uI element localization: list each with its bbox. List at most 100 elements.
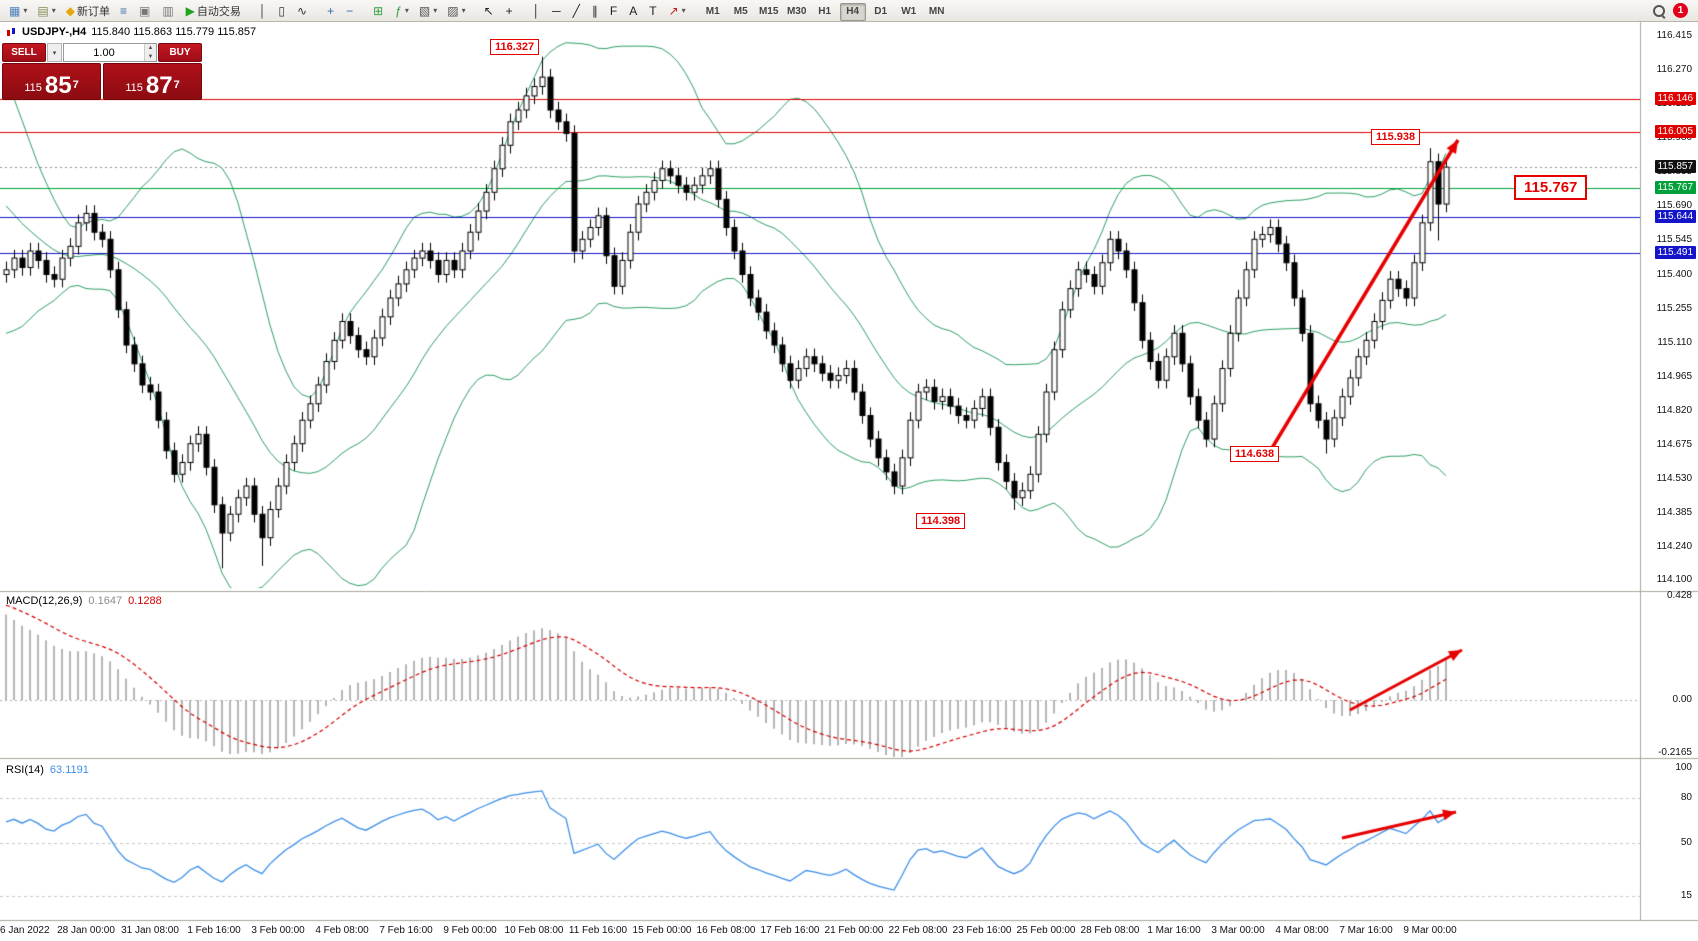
- buy-price-display[interactable]: 115 87 7: [103, 63, 202, 100]
- rsi-axis-label: 15: [1680, 890, 1692, 901]
- label-icon[interactable]: T: [645, 1, 662, 21]
- sell-button[interactable]: SELL: [2, 43, 46, 62]
- timeframe-buttons: M1 M5 M15 M30 H1 H4 D1 W1 MN: [699, 1, 951, 21]
- autotrading-button[interactable]: ▶ 自动交易: [182, 1, 245, 21]
- timeframe-button-h1[interactable]: H1: [818, 5, 832, 17]
- crosshair-icon[interactable]: +: [502, 1, 519, 21]
- navigator-icon: ▥: [162, 3, 174, 18]
- price-callout-label[interactable]: 115.767: [1514, 175, 1588, 200]
- price-callout-label[interactable]: 114.638: [1230, 446, 1280, 462]
- fibonacci-icon[interactable]: F: [606, 1, 623, 21]
- autotrading-button-label: 自动交易: [196, 5, 241, 18]
- navigator-icon[interactable]: ▥: [158, 1, 179, 21]
- sell-price-display[interactable]: 115 85 7: [2, 63, 101, 100]
- spread-dropdown-icon[interactable]: ▾: [47, 43, 62, 62]
- toolbar-buttons: ▦ ▾ ▤ ▾ ◆ 新订单 ≡ ▣ ▥ ▶ 自动交易 │ ▯ ∿ + − ⊞ ƒ ▾ ▧ ▾ ▨ ▾ ↖ + │ ─ ╱ ∥ F A T ↗ ▾: [4, 1, 699, 21]
- volume-input[interactable]: [64, 44, 144, 61]
- new-chart-icon: ▦: [9, 3, 21, 18]
- templates-icon[interactable]: ▨ ▾: [443, 1, 469, 21]
- timeframe-button-m1[interactable]: M1: [705, 5, 720, 17]
- time-label: 9 Feb 00:00: [443, 925, 497, 936]
- price-tick: 114.100: [1656, 574, 1692, 586]
- autotrading-button: ▶: [185, 3, 195, 18]
- rsi-axis-label: 50: [1680, 837, 1692, 848]
- price-tick: 114.965: [1656, 370, 1692, 382]
- time-label: 3 Mar 00:00: [1211, 925, 1265, 936]
- label-icon: T: [649, 3, 657, 18]
- line-chart-type-icon: ∿: [297, 3, 308, 18]
- tile-windows-icon[interactable]: ⊞: [369, 1, 389, 21]
- new-order-button[interactable]: ◆ 新订单: [62, 1, 114, 21]
- cursor-icon: ↖: [483, 3, 494, 18]
- buy-button[interactable]: BUY: [158, 43, 202, 62]
- data-window-icon[interactable]: ▣: [135, 1, 156, 21]
- time-label: 7 Feb 16:00: [379, 925, 433, 936]
- time-label: 9 Mar 00:00: [1403, 925, 1457, 936]
- timeframe-button-m30[interactable]: M30: [786, 5, 807, 17]
- macd-axis-label: -0.2165: [1658, 747, 1692, 758]
- search-icon[interactable]: [1653, 4, 1666, 19]
- chevron-down-icon: ▾: [433, 6, 438, 15]
- time-label: 31 Jan 08:00: [121, 925, 179, 936]
- tile-windows-icon: ⊞: [373, 3, 384, 18]
- horizontal-line-icon: ─: [552, 3, 561, 18]
- new-order-button-label: 新订单: [76, 5, 110, 18]
- bar-chart-type-icon: │: [258, 3, 267, 18]
- price-tick: 114.820: [1656, 404, 1692, 416]
- periods-icon[interactable]: ▧ ▾: [415, 1, 441, 21]
- arrows-icon[interactable]: ↗ ▾: [665, 1, 690, 21]
- candlestick-type-icon[interactable]: ▯: [274, 1, 291, 21]
- price-level-label: 115.767: [1654, 181, 1696, 195]
- volume-up-button[interactable]: ▲: [145, 44, 156, 53]
- price-tick: 116.415: [1656, 30, 1692, 41]
- time-label: 11 Feb 16:00: [568, 925, 628, 936]
- market-watch-icon: ≡: [119, 3, 127, 18]
- cursor-icon[interactable]: ↖: [480, 1, 500, 21]
- horizontal-line-icon[interactable]: ─: [548, 1, 567, 21]
- price-tick: 114.675: [1656, 438, 1692, 450]
- timeframe-button-m5[interactable]: M5: [733, 5, 748, 17]
- market-watch-icon[interactable]: ≡: [116, 1, 133, 21]
- chart-icon: [7, 27, 15, 36]
- bar-chart-type-icon[interactable]: │: [255, 1, 273, 21]
- price-tick: 115.545: [1656, 234, 1692, 246]
- vertical-line-icon[interactable]: │: [529, 1, 547, 21]
- timeframe-button-w1[interactable]: W1: [901, 5, 917, 17]
- price-tick: 116.270: [1656, 64, 1692, 76]
- new-order-button: ◆: [65, 3, 75, 18]
- price-callout-label[interactable]: 116.327: [490, 39, 540, 55]
- timeframe-button-d1[interactable]: D1: [874, 5, 888, 17]
- volume-down-button[interactable]: ▼: [145, 52, 156, 61]
- line-chart-type-icon[interactable]: ∿: [293, 1, 313, 21]
- time-label: 17 Feb 16:00: [760, 925, 820, 936]
- price-tick: 114.385: [1656, 507, 1692, 519]
- time-label: 4 Feb 08:00: [315, 925, 369, 936]
- text-icon[interactable]: A: [625, 1, 643, 21]
- profiles-icon[interactable]: ▤ ▾: [33, 1, 59, 21]
- time-label: 28 Jan 00:00: [57, 925, 115, 936]
- zoom-in-icon[interactable]: +: [323, 1, 340, 21]
- notification-badge[interactable]: 1: [1673, 3, 1688, 18]
- chevron-down-icon: ▾: [404, 6, 409, 15]
- price-level-label: 115.644: [1654, 210, 1696, 224]
- timeframe-button-m15[interactable]: M15: [758, 5, 779, 17]
- main-toolbar: ▦ ▾ ▤ ▾ ◆ 新订单 ≡ ▣ ▥ ▶ 自动交易 │ ▯ ∿ + − ⊞ ƒ ▾ ▧ ▾ ▨ ▾ ↖ + │ ─ ╱ ∥ F A T ↗ ▾ …: [0, 0, 1698, 22]
- text-icon: A: [629, 3, 638, 18]
- price-callout-label[interactable]: 114.398: [916, 513, 966, 529]
- new-chart-icon[interactable]: ▦ ▾: [5, 1, 31, 21]
- time-label: 21 Feb 00:00: [824, 925, 884, 936]
- channel-icon[interactable]: ∥: [588, 1, 604, 21]
- channel-icon: ∥: [591, 3, 598, 18]
- chevron-down-icon: ▾: [681, 6, 686, 15]
- price-tick: 114.530: [1656, 472, 1692, 484]
- zoom-out-icon[interactable]: −: [342, 1, 359, 21]
- indicators-icon[interactable]: ƒ ▾: [391, 1, 413, 21]
- timeframe-button-mn[interactable]: MN: [928, 5, 945, 17]
- price-level-label: 116.146: [1654, 92, 1696, 106]
- trendline-icon[interactable]: ╱: [569, 1, 586, 21]
- timeframe-button-h4[interactable]: H4: [839, 2, 866, 21]
- price-level-label: 115.857: [1654, 160, 1696, 174]
- price-callout-label[interactable]: 115.938: [1371, 129, 1421, 145]
